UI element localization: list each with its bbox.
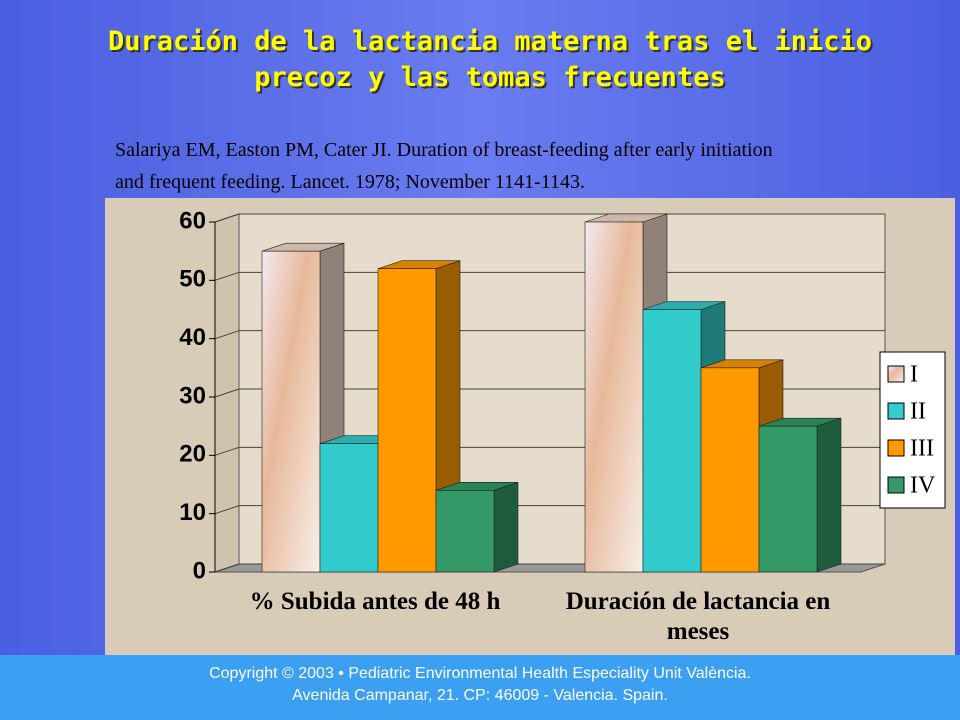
y-tick-label: 10 — [179, 499, 206, 526]
grid-line — [214, 213, 240, 223]
slide-title: Duración de la lactancia materna tras el… — [107, 26, 872, 57]
legend-swatch — [887, 402, 905, 420]
legend-label: III — [910, 436, 934, 462]
bar — [584, 221, 644, 573]
footer: Copyright © 2003 • Pediatric Environment… — [0, 655, 960, 720]
legend-swatch — [887, 439, 905, 457]
grid-line — [214, 330, 240, 340]
bar — [642, 309, 702, 573]
bar — [377, 268, 437, 573]
y-tick-label: 30 — [179, 382, 206, 409]
bar-side — [816, 417, 842, 573]
bar — [758, 425, 818, 573]
x-tick-label: Duración de lactancia en meses — [565, 588, 831, 645]
y-tick-label: 40 — [179, 324, 206, 351]
y-tick-label: 20 — [179, 441, 206, 468]
legend-swatch — [887, 476, 905, 494]
legend-label: IV — [910, 473, 936, 499]
bar — [435, 490, 495, 573]
footer-line: Copyright © 2003 • Pediatric Environment… — [209, 665, 751, 682]
footer-line: Avenida Campanar, 21. CP: 46009 - Valenc… — [292, 687, 668, 704]
grid-line — [214, 271, 240, 281]
bar — [261, 250, 321, 573]
y-tick-label: 50 — [179, 266, 206, 293]
legend-label: I — [910, 362, 918, 388]
y-tick-label: 60 — [179, 207, 206, 234]
legend-swatch — [887, 365, 905, 383]
y-tick-label: 0 — [193, 557, 206, 584]
grid-line — [214, 388, 240, 398]
legend-label: II — [910, 399, 926, 425]
bar — [700, 367, 760, 573]
grid-line — [214, 505, 240, 515]
slide-title: precoz y las tomas frecuentes — [254, 62, 726, 93]
citation: and frequent feeding. Lancet. 1978; Nove… — [115, 171, 586, 193]
grid-line — [214, 446, 240, 456]
x-tick-label: % Subida antes de 48 h — [249, 588, 501, 615]
grid-line — [214, 563, 240, 573]
bar-side — [493, 481, 519, 573]
bar — [319, 443, 379, 573]
citation: Salariya EM, Easton PM, Cater JI. Durati… — [115, 139, 773, 161]
